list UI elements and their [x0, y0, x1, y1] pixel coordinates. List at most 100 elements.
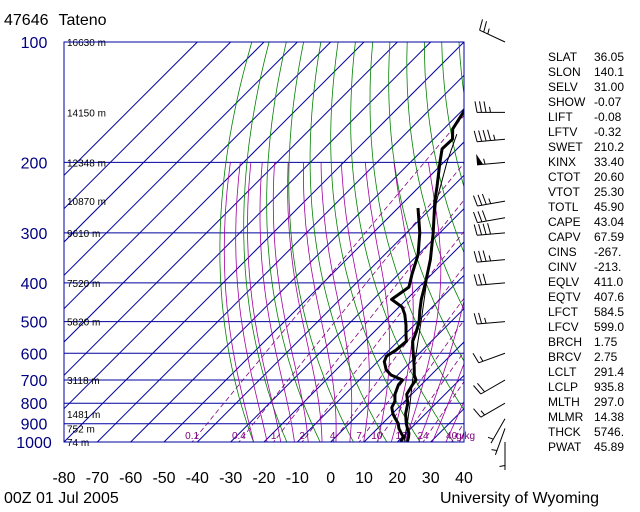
- index-value: 411.0: [594, 275, 624, 289]
- index-key: MLTH: [548, 395, 580, 409]
- wind-barb: [473, 223, 506, 236]
- height-label: 10870 m: [67, 197, 106, 208]
- index-row: CAPE 43.04: [548, 215, 640, 230]
- mixing-ratio-label: 10: [371, 431, 383, 442]
- index-key: LCLT: [548, 365, 577, 379]
- isotherm-line: [130, 107, 464, 442]
- index-key: LFTV: [548, 125, 578, 139]
- index-key: BRCV: [548, 350, 582, 364]
- index-row: CTOT 20.60: [548, 170, 640, 185]
- isotherm-line: [64, 42, 432, 410]
- index-key: EQLV: [548, 275, 580, 289]
- index-row: SLAT 36.05: [548, 50, 640, 65]
- index-key: SWET: [548, 140, 583, 154]
- dry-adiabat-line: [350, 42, 454, 442]
- height-label: 74 m: [67, 438, 89, 449]
- index-row: EQLV 411.0: [548, 275, 640, 290]
- moist-adiabat-line: [259, 162, 295, 442]
- temperature-tick-label: -50: [152, 470, 175, 487]
- index-key: PWAT: [548, 440, 582, 454]
- wind-barb: [491, 428, 506, 455]
- mixing-ratio-label: 40: [446, 431, 458, 442]
- index-row: KINX 33.40: [548, 155, 640, 170]
- moist-adiabat-line: [287, 162, 323, 442]
- index-value: 291.4: [594, 365, 625, 379]
- dry-adiabats: [219, 42, 464, 442]
- isotherm-line: [64, 42, 232, 210]
- mixing-ratio-label: 0.1: [185, 431, 199, 442]
- mixing-ratio-label: g/kg: [456, 431, 475, 442]
- moist-adiabat-line: [341, 162, 370, 442]
- temperature-profile: [404, 108, 464, 442]
- index-value: 407.6: [594, 290, 625, 304]
- mixing-ratio-lines: [191, 114, 464, 442]
- index-row: VTOT 25.30: [548, 185, 640, 200]
- isotherm-line: [64, 42, 398, 377]
- index-value: 584.5: [594, 305, 625, 319]
- wind-barb: [473, 250, 506, 263]
- pressure-tick-label: 100: [21, 35, 48, 52]
- index-row: CINS -267.: [548, 245, 640, 260]
- wind-barb: [479, 19, 506, 43]
- data-source: University of Wyoming: [440, 490, 600, 507]
- index-row: THCK 5746.: [548, 425, 640, 440]
- index-row: CINV -213.: [548, 260, 640, 275]
- dry-adiabat-line: [406, 42, 464, 311]
- index-value: 5746.: [594, 425, 625, 439]
- isotherm-line: [64, 42, 464, 442]
- mixing-ratio-label: 4: [330, 431, 336, 442]
- index-row: MLTH 297.0: [548, 395, 640, 410]
- height-label: 9610 m: [67, 229, 100, 240]
- index-row: SHOW -0.07: [548, 95, 640, 110]
- index-row: LFCV 599.0: [548, 320, 640, 335]
- index-key: THCK: [548, 425, 581, 439]
- index-key: SHOW: [548, 95, 586, 109]
- moist-adiabat-line: [404, 162, 442, 442]
- height-label: 5820 m: [67, 318, 100, 329]
- index-value: 36.05: [594, 50, 625, 64]
- index-value: -0.07: [594, 95, 622, 109]
- index-row: EQTV 407.6: [548, 290, 640, 305]
- index-row: BRCH 1.75: [548, 335, 640, 350]
- isotherm-line: [196, 174, 464, 442]
- index-value: -267.: [594, 245, 622, 259]
- mixing-ratio-line: [191, 114, 464, 442]
- mixing-ratio-label: 7: [356, 431, 362, 442]
- temperature-tick-label: 30: [422, 470, 440, 487]
- wind-barb: [473, 402, 506, 418]
- height-label: 12348 m: [67, 158, 106, 169]
- temperature-tick-labels: -80 -70 -60 -50 -40 -30 -20 -10 0 10 20 30 40: [52, 470, 473, 487]
- dry-adiabat-line: [369, 42, 464, 411]
- wind-barb: [487, 418, 506, 444]
- isotherm-line: [363, 341, 464, 442]
- index-value: 599.0: [594, 320, 625, 334]
- moist-adiabat-line: [272, 162, 309, 442]
- moist-adiabat-line: [320, 162, 353, 442]
- moist-adiabat-line: [445, 400, 464, 442]
- height-label: 14150 m: [67, 108, 106, 119]
- index-value: 14.38: [594, 410, 625, 424]
- index-value: 140.1: [594, 65, 625, 79]
- temperature-tick-label: -60: [119, 470, 142, 487]
- pressure-tick-label: 700: [21, 373, 48, 390]
- isotherm-line: [64, 42, 365, 343]
- index-key: SLON: [548, 65, 581, 79]
- index-value: 25.30: [594, 185, 625, 199]
- pressure-tick-label: 800: [21, 396, 48, 413]
- height-label: 7520 m: [67, 279, 100, 290]
- index-row: LIFT -0.08: [548, 110, 640, 125]
- index-key: LFCV: [548, 320, 579, 334]
- wind-barb: [473, 210, 506, 224]
- mixing-ratio-line: [376, 319, 464, 442]
- temperature-tick-label: -70: [86, 470, 109, 487]
- temperature-tick-label: -40: [186, 470, 209, 487]
- pressure-tick-label: 1000: [16, 435, 52, 452]
- index-key: TOTL: [548, 200, 579, 214]
- index-key: LIFT: [548, 110, 573, 124]
- isotherm-line: [330, 307, 464, 442]
- wind-barb: [474, 101, 506, 113]
- mixing-ratio-label: 16: [396, 431, 408, 442]
- pressure-tick-label: 600: [21, 346, 48, 363]
